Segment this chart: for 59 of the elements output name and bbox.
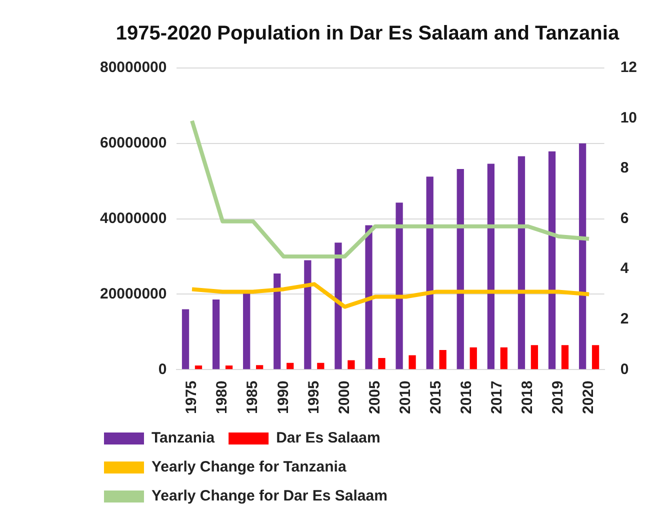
x-tick-label: 2020	[580, 380, 598, 414]
bar	[578, 143, 586, 370]
bar	[212, 300, 220, 370]
y2-tick-label: 6	[620, 210, 629, 227]
y2-tick-label: 2	[620, 310, 629, 328]
bar	[426, 176, 434, 370]
y-tick-label: 60000000	[100, 134, 167, 152]
bar	[182, 309, 190, 370]
y-tick-label: 80000000	[100, 59, 167, 76]
bar	[470, 347, 477, 370]
bar	[592, 345, 600, 370]
x-tick-label: 2017	[488, 380, 506, 414]
bar	[548, 151, 556, 370]
x-tick-label: 2016	[458, 380, 476, 414]
bar	[274, 273, 281, 370]
bar	[194, 365, 202, 370]
chart-title: 1975-2020 Population in Dar Es Salaam and Tanzania	[116, 22, 620, 45]
bar	[286, 362, 294, 370]
bar	[243, 293, 250, 370]
bar	[378, 358, 386, 370]
x-tick-label: 2005	[366, 380, 384, 414]
x-tick-label: 2015	[427, 380, 444, 414]
x-tick-label: 2018	[519, 380, 536, 414]
y-tick-label: 0	[158, 360, 167, 378]
y2-tick-label: 10	[620, 109, 638, 126]
legend-label: Tanzania	[152, 430, 216, 447]
legend-label: Yearly Change for Tanzania	[152, 458, 347, 476]
bar	[456, 169, 464, 370]
x-tick-label: 2000	[336, 380, 353, 414]
x-tick-label: 1990	[274, 380, 292, 414]
bar	[304, 260, 312, 370]
x-tick-label: 1975	[183, 380, 200, 414]
bar	[530, 345, 538, 370]
y2-tick-label: 4	[620, 260, 630, 278]
y-tick-label: 20000000	[100, 285, 167, 302]
x-tick-label: 1980	[214, 380, 231, 414]
x-tick-label: 1985	[244, 380, 262, 414]
bar	[334, 242, 342, 370]
bar	[561, 345, 569, 370]
bar	[500, 347, 508, 370]
y2-tick-label: 12	[620, 59, 638, 76]
bar	[439, 350, 446, 370]
bar	[487, 164, 494, 370]
x-tick-label: 2010	[396, 380, 414, 414]
legend-label: Dar Es Salaam	[276, 430, 380, 447]
bar	[365, 225, 372, 370]
bar	[348, 360, 355, 370]
bar	[225, 365, 233, 370]
bar	[408, 355, 416, 370]
bar	[396, 202, 403, 370]
x-tick-label: 2019	[550, 380, 567, 414]
bar	[256, 365, 264, 370]
bar	[518, 156, 526, 370]
y2-tick-label: 0	[620, 360, 629, 378]
y-tick-label: 40000000	[100, 210, 167, 227]
y2-tick-label: 8	[620, 160, 629, 177]
legend-label: Yearly Change for Dar Es Salaam	[152, 488, 388, 505]
bar	[317, 362, 324, 370]
x-tick-label: 1995	[305, 380, 322, 414]
